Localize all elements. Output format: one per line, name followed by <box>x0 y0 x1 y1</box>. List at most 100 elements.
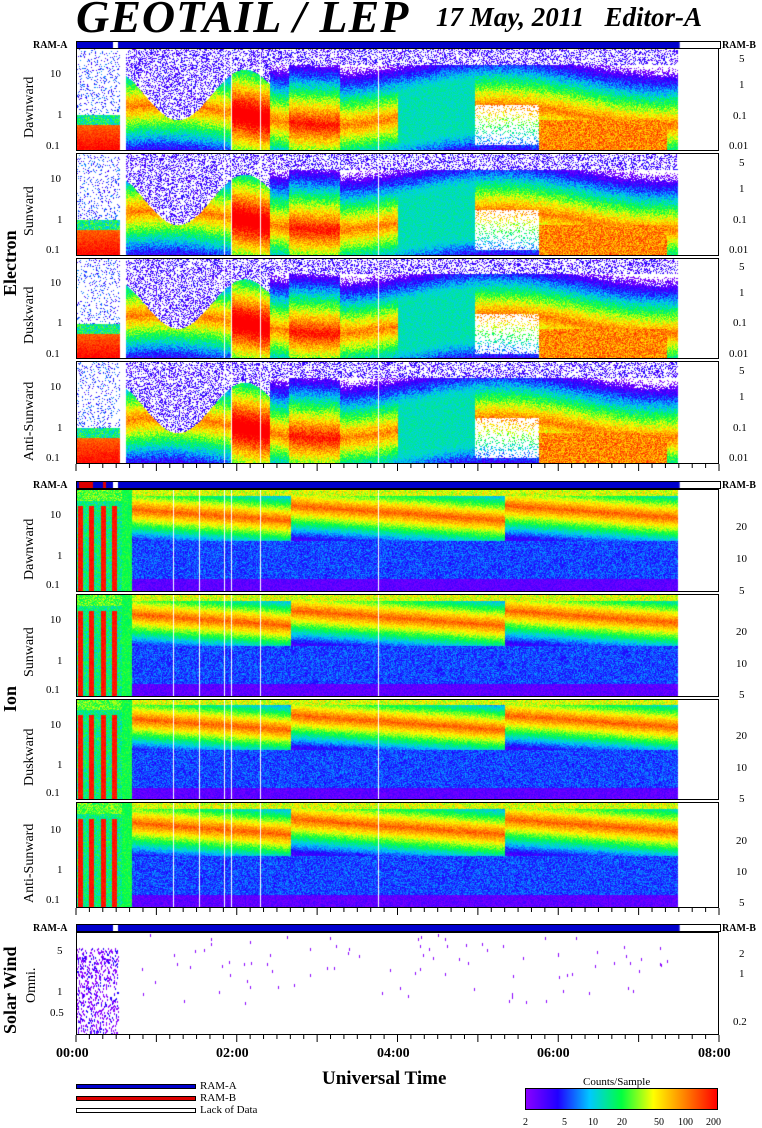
electron-sunward-spectrogram <box>77 154 718 255</box>
rtick-i1-10: 10 <box>736 553 747 565</box>
colorbar-tick-10: 10 <box>588 1117 598 1128</box>
x-axis-label: Universal Time <box>322 1068 447 1089</box>
ram-b-label-ion: RAM-B <box>722 480 756 491</box>
colorbar <box>525 1088 718 1110</box>
ytick-i1-01: 0.1 <box>46 579 60 591</box>
solar-wind-omni-spectrogram <box>77 933 718 1034</box>
ion-anti-sunward-spectrogram <box>77 803 718 907</box>
ytick-e3-1: 1 <box>57 317 63 329</box>
ion-anti-sunward-panel <box>76 802 719 908</box>
rtick-i1-20: 20 <box>736 521 747 533</box>
legend-label-ram-b: RAM-B <box>200 1092 237 1104</box>
legend-swatch-ram-a <box>76 1084 196 1089</box>
ytick-sw-5: 5 <box>57 945 63 957</box>
rtick-e2-001: 0.01 <box>729 244 749 256</box>
colorbar-tick-20: 20 <box>617 1117 627 1128</box>
electron-dawnward-panel <box>76 48 719 151</box>
ytick-sw-1: 1 <box>57 986 63 998</box>
rtick-e1-01: 0.1 <box>733 110 747 122</box>
legend-label-ram-a: RAM-A <box>200 1080 237 1092</box>
ylabel-ion-duskward: Duskward <box>22 728 37 786</box>
ion-dawnward-panel <box>76 489 719 592</box>
ytick-i2-01: 0.1 <box>46 684 60 696</box>
rtick-i3-10: 10 <box>736 762 747 774</box>
rtick-i3-20: 20 <box>736 730 747 742</box>
rtick-i2-10: 10 <box>736 658 747 670</box>
rtick-i1-5: 5 <box>739 585 745 597</box>
ytick-e4-01: 0.1 <box>46 452 60 464</box>
ylabel-electron-anti-sunward: Anti-Sunward <box>22 381 37 461</box>
ytick-e1-01: 0.1 <box>46 140 60 152</box>
ytick-i3-01: 0.1 <box>46 787 60 799</box>
ram-b-label-sw: RAM-B <box>722 923 756 934</box>
electron-dawnward-spectrogram <box>77 49 718 150</box>
rtick-sw-1: 1 <box>739 968 745 980</box>
ytick-i2-10: 10 <box>50 614 61 626</box>
legend-swatch-ram-b <box>76 1096 196 1101</box>
legend-swatch-lack <box>76 1108 196 1113</box>
ylabel-electron-dawnward: Dawnward <box>22 76 37 138</box>
rtick-e2-1: 1 <box>739 183 745 195</box>
group-label-electron: Electron <box>0 230 20 296</box>
rtick-i4-10: 10 <box>736 866 747 878</box>
colorbar-tick-2: 2 <box>523 1117 528 1128</box>
legend-label-lack: Lack of Data <box>200 1104 258 1116</box>
rtick-e4-001: 0.01 <box>729 452 749 464</box>
ylabel-ion-sunward: Sunward <box>22 627 37 677</box>
ytick-e4-1: 1 <box>57 422 63 434</box>
rtick-e3-01: 0.1 <box>733 317 747 329</box>
rtick-e4-01: 0.1 <box>733 422 747 434</box>
ion-sunward-panel <box>76 594 719 697</box>
colorbar-tick-100: 100 <box>678 1117 693 1128</box>
ytick-e2-10: 10 <box>50 173 61 185</box>
electron-anti-sunward-panel <box>76 361 719 464</box>
rtick-sw-02: 0.2 <box>733 1016 747 1028</box>
ytick-i1-1: 1 <box>57 550 63 562</box>
ylabel-ion-anti-sunward: Anti-Sunward <box>22 823 37 903</box>
solar-wind-omni-panel <box>76 932 719 1035</box>
xtick-0800: 08:00 <box>698 1046 731 1061</box>
xtick-0400: 04:00 <box>377 1046 410 1061</box>
ylabel-electron-sunward: Sunward <box>22 186 37 236</box>
electron-sunward-panel <box>76 153 719 256</box>
ram-a-label-sw: RAM-A <box>33 923 68 934</box>
group-label-ion: Ion <box>0 685 20 712</box>
xtick-0200: 02:00 <box>216 1046 249 1061</box>
ion-duskward-panel <box>76 699 719 800</box>
rtick-i2-20: 20 <box>736 626 747 638</box>
rtick-e4-1: 1 <box>739 391 745 403</box>
ytick-e4-10: 10 <box>50 381 61 393</box>
ytick-i1-10: 10 <box>50 509 61 521</box>
date-text: 17 May, 2011 <box>436 2 585 32</box>
colorbar-tick-5: 5 <box>562 1117 567 1128</box>
ytick-e3-10: 10 <box>50 277 61 289</box>
ytick-e2-01: 0.1 <box>46 244 60 256</box>
colorbar-tick-50: 50 <box>654 1117 664 1128</box>
ylabel-solar-wind-omni: Omni. <box>24 967 39 1003</box>
group-label-solar-wind: Solar Wind <box>0 946 20 1034</box>
rtick-i4-5: 5 <box>739 897 745 909</box>
ytick-sw-05: 0.5 <box>50 1007 64 1019</box>
ytick-e1-10: 10 <box>50 68 61 80</box>
ion-dawnward-spectrogram <box>77 490 718 591</box>
ytick-e1-1: 1 <box>57 109 63 121</box>
rtick-i4-20: 20 <box>736 835 747 847</box>
rtick-e3-5: 5 <box>739 261 745 273</box>
rtick-e1-5: 5 <box>739 53 745 65</box>
ytick-i4-10: 10 <box>50 824 61 836</box>
ylabel-ion-dawnward: Dawnward <box>22 518 37 580</box>
ram-a-label-ion: RAM-A <box>33 480 68 491</box>
editor-text: Editor-A <box>604 2 703 32</box>
ram-status-bar-sw <box>76 924 721 932</box>
ion-sunward-spectrogram <box>77 595 718 696</box>
rtick-sw-2: 2 <box>739 948 745 960</box>
electron-anti-sunward-spectrogram <box>77 362 718 463</box>
xtick-0000: 00:00 <box>56 1046 89 1061</box>
ram-status-bar-ion <box>76 481 721 489</box>
date-editor: 17 May, 2011 Editor-A <box>436 2 702 33</box>
ram-b-label-electron: RAM-B <box>722 40 756 51</box>
ytick-i3-1: 1 <box>57 759 63 771</box>
ion-duskward-spectrogram <box>77 700 718 799</box>
